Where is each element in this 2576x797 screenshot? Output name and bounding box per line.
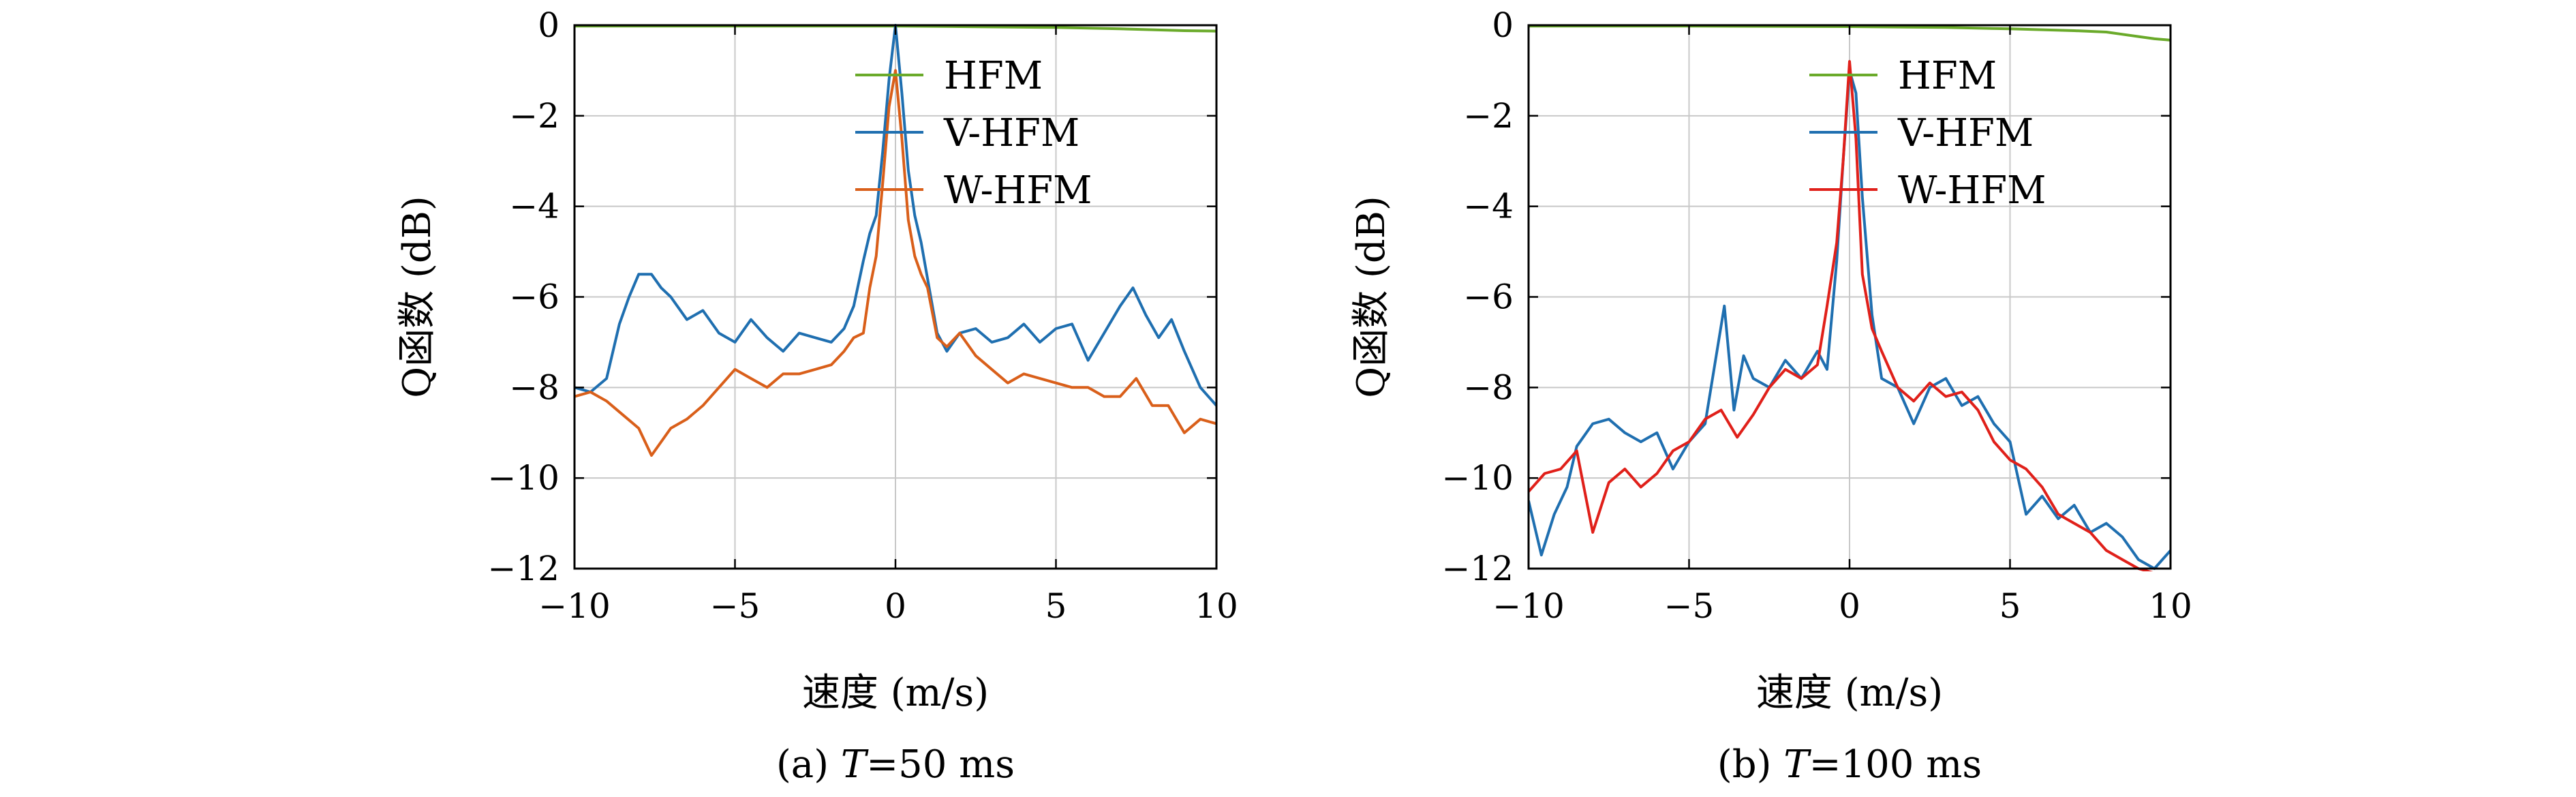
x-tick-label: 0 bbox=[885, 586, 906, 626]
y-tick-label: −12 bbox=[487, 549, 559, 588]
series-line-v-hfm bbox=[574, 24, 1216, 407]
y-tick-label: 0 bbox=[538, 5, 559, 45]
y-axis-label: Q函数 (dB) bbox=[395, 196, 440, 397]
x-tick-label: −5 bbox=[1664, 586, 1715, 626]
y-tick-label: −12 bbox=[1441, 549, 1514, 588]
x-tick-label: 10 bbox=[1195, 586, 1238, 626]
y-tick-label: −10 bbox=[1441, 458, 1514, 498]
x-axis-label: 速度 (m/s) bbox=[1756, 671, 1943, 715]
panel-caption: (b) T=100 ms bbox=[1717, 742, 1982, 787]
series-line-w-hfm bbox=[1529, 60, 2153, 571]
legend-label: W-HFM bbox=[1898, 168, 2046, 213]
legend-label: W-HFM bbox=[944, 168, 1092, 213]
y-tick-label: −8 bbox=[1463, 367, 1514, 407]
y-tick-label: −4 bbox=[1463, 187, 1514, 226]
legend-label: HFM bbox=[1898, 54, 1997, 98]
series-line-hfm bbox=[1529, 25, 2171, 42]
y-tick-label: −10 bbox=[487, 458, 559, 498]
y-tick-label: −4 bbox=[509, 187, 559, 226]
x-tick-label: 5 bbox=[1999, 586, 2021, 626]
legend-label: V-HFM bbox=[943, 111, 1079, 155]
x-tick-label: 10 bbox=[2149, 586, 2192, 626]
x-tick-label: 5 bbox=[1045, 586, 1067, 626]
x-tick-label: −5 bbox=[710, 586, 761, 626]
y-tick-label: −6 bbox=[509, 277, 559, 317]
x-axis-label: 速度 (m/s) bbox=[802, 671, 989, 715]
y-tick-label: 0 bbox=[1492, 5, 1514, 45]
x-tick-label: −10 bbox=[538, 586, 611, 626]
panel-caption: (a) T=50 ms bbox=[776, 742, 1015, 787]
legend-label: HFM bbox=[944, 54, 1043, 98]
x-tick-label: 0 bbox=[1839, 586, 1860, 626]
legend-label: V-HFM bbox=[1897, 111, 2034, 155]
y-tick-label: −8 bbox=[509, 367, 559, 407]
y-axis-label: Q函数 (dB) bbox=[1349, 196, 1394, 397]
y-tick-label: −6 bbox=[1463, 277, 1514, 317]
y-tick-label: −2 bbox=[509, 96, 559, 136]
series-line-w-hfm bbox=[574, 69, 1216, 457]
y-tick-label: −2 bbox=[1463, 96, 1514, 136]
x-tick-label: −10 bbox=[1492, 586, 1565, 626]
